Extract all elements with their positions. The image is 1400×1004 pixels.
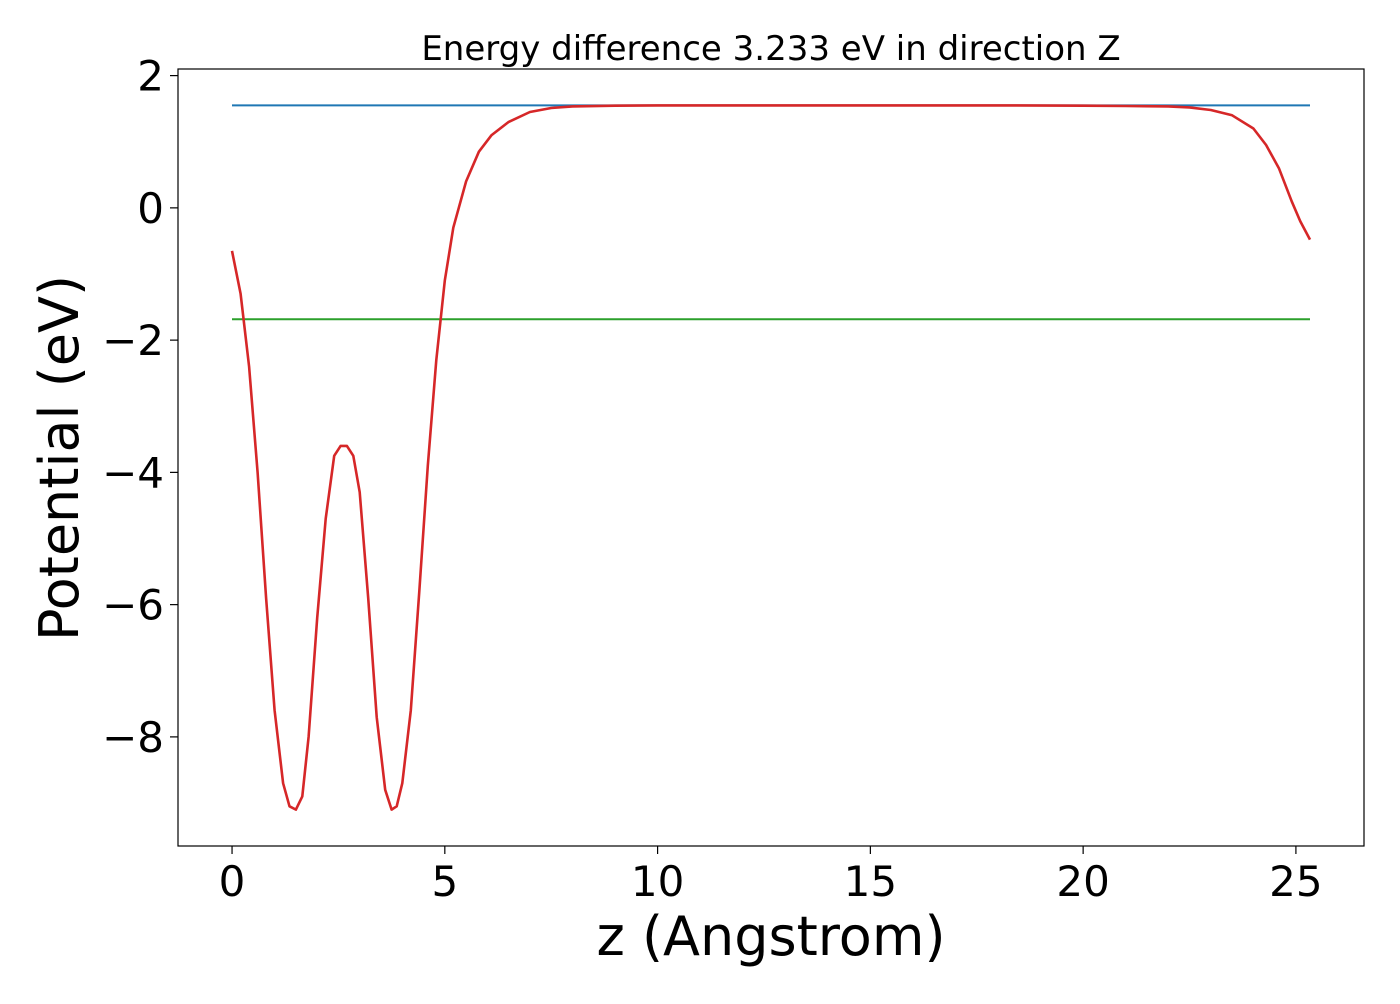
y-axis-label: Potential (eV) (28, 275, 91, 641)
plot-frame (177, 68, 1365, 847)
y-tick-label: 0 (137, 184, 164, 233)
x-tick-label: 25 (1269, 857, 1322, 906)
y-tick-label: −8 (102, 713, 164, 762)
x-tick-label: 20 (1056, 857, 1109, 906)
x-axis-label: z (Angstrom) (596, 905, 945, 968)
y-tick-label: −6 (102, 581, 164, 630)
series-layer (230, 104, 1312, 811)
x-tick-label: 5 (431, 857, 458, 906)
y-tick-label: 2 (137, 52, 164, 101)
x-axis-ticks: 0 5 10 15 20 25 (219, 846, 1323, 906)
y-tick-label: −4 (102, 448, 164, 497)
y-axis-ticks: 2 0 −2 −4 −6 −8 (102, 52, 178, 762)
x-tick-label: 10 (631, 857, 684, 906)
x-tick-label: 15 (844, 857, 897, 906)
x-tick-label: 0 (219, 857, 246, 906)
chart-title: Energy difference 3.233 eV in direction … (421, 29, 1120, 69)
y-tick-label: −2 (102, 316, 164, 365)
series-line-3 (230, 104, 1312, 811)
